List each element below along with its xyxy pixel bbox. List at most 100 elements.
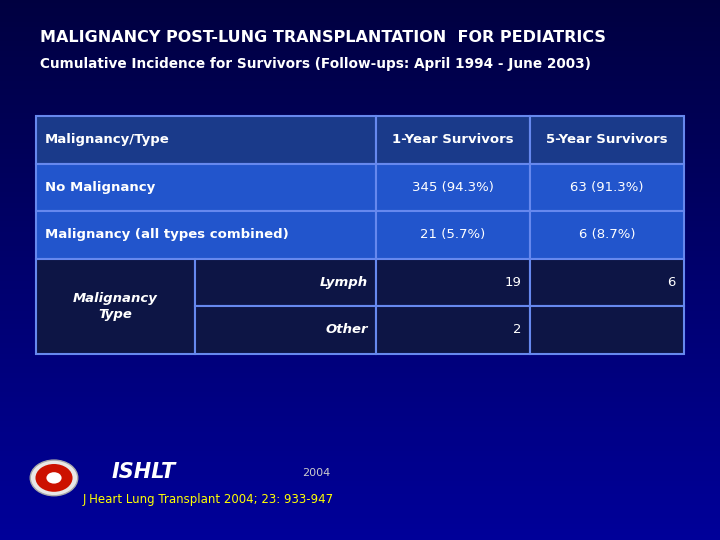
Bar <box>36 116 376 164</box>
Bar <box>0 478 720 481</box>
Bar <box>0 532 720 535</box>
Bar <box>0 265 720 267</box>
Bar <box>0 359 720 362</box>
Bar <box>0 208 720 211</box>
Bar <box>0 154 720 157</box>
Bar <box>0 200 720 202</box>
Bar <box>0 119 720 122</box>
Bar <box>194 259 376 306</box>
Bar <box>0 383 720 386</box>
Bar <box>0 435 720 437</box>
Bar <box>0 354 720 356</box>
Bar <box>0 351 720 354</box>
Bar <box>0 500 720 502</box>
Bar <box>0 122 720 124</box>
Bar <box>0 348 720 351</box>
Text: Cumulative Incidence for Survivors (Follow-ups: April 1994 - June 2003): Cumulative Incidence for Survivors (Foll… <box>40 57 590 71</box>
Bar <box>0 518 720 521</box>
Bar <box>0 338 720 340</box>
Bar <box>0 94 720 97</box>
Bar <box>0 364 720 367</box>
Bar <box>0 448 720 451</box>
Text: Other: Other <box>325 323 367 336</box>
Text: 63 (91.3%): 63 (91.3%) <box>570 181 644 194</box>
Bar <box>0 526 720 529</box>
Bar <box>0 219 720 221</box>
Bar <box>0 392 720 394</box>
Bar <box>530 164 684 211</box>
Bar <box>0 494 720 497</box>
Bar <box>0 138 720 140</box>
Bar <box>0 386 720 389</box>
Bar <box>0 49 720 51</box>
Bar <box>0 86 720 89</box>
Bar <box>0 11 720 14</box>
Bar <box>0 181 720 184</box>
Bar <box>0 192 720 194</box>
Bar <box>0 224 720 227</box>
Bar <box>0 297 720 300</box>
Text: 2: 2 <box>513 323 521 336</box>
Circle shape <box>30 460 78 496</box>
Bar <box>0 313 720 316</box>
Bar <box>0 340 720 343</box>
Bar <box>0 319 720 321</box>
Bar <box>0 408 720 410</box>
Bar <box>0 294 720 297</box>
Bar <box>0 232 720 235</box>
Bar <box>0 508 720 510</box>
Text: 345 (94.3%): 345 (94.3%) <box>412 181 494 194</box>
Bar <box>0 456 720 459</box>
Bar <box>0 159 720 162</box>
Text: 21 (5.7%): 21 (5.7%) <box>420 228 485 241</box>
Bar <box>0 281 720 284</box>
Bar <box>0 40 720 43</box>
Circle shape <box>46 472 62 484</box>
Bar <box>0 262 720 265</box>
Bar <box>0 97 720 100</box>
Bar <box>0 197 720 200</box>
Bar <box>0 424 720 427</box>
Bar <box>0 502 720 505</box>
Bar <box>0 127 720 130</box>
Bar <box>0 400 720 402</box>
Bar <box>0 367 720 370</box>
Bar <box>0 113 720 116</box>
Bar <box>0 362 720 364</box>
Bar <box>0 421 720 424</box>
Bar <box>0 267 720 270</box>
Bar <box>0 475 720 478</box>
Bar <box>0 76 720 78</box>
Bar <box>0 221 720 224</box>
Bar <box>36 259 194 354</box>
Bar <box>0 108 720 111</box>
Text: Malignancy/Type: Malignancy/Type <box>45 133 169 146</box>
Bar <box>0 22 720 24</box>
Bar <box>0 43 720 46</box>
Bar <box>0 537 720 540</box>
Bar <box>0 437 720 440</box>
Bar <box>0 405 720 408</box>
Bar <box>0 135 720 138</box>
Bar <box>0 216 720 219</box>
Bar <box>0 464 720 467</box>
Bar <box>376 306 530 354</box>
Bar <box>0 394 720 397</box>
Bar <box>0 151 720 154</box>
Bar <box>0 256 720 259</box>
Bar <box>0 3 720 5</box>
Bar <box>0 140 720 143</box>
Bar <box>0 378 720 381</box>
Bar <box>0 332 720 335</box>
Bar <box>0 273 720 275</box>
Bar <box>0 248 720 251</box>
Bar <box>0 235 720 238</box>
Bar <box>0 416 720 418</box>
Bar <box>0 335 720 338</box>
Bar <box>0 213 720 216</box>
Bar <box>0 443 720 445</box>
Bar <box>0 103 720 105</box>
Bar <box>0 59 720 62</box>
Bar <box>0 446 720 448</box>
Bar <box>0 316 720 319</box>
